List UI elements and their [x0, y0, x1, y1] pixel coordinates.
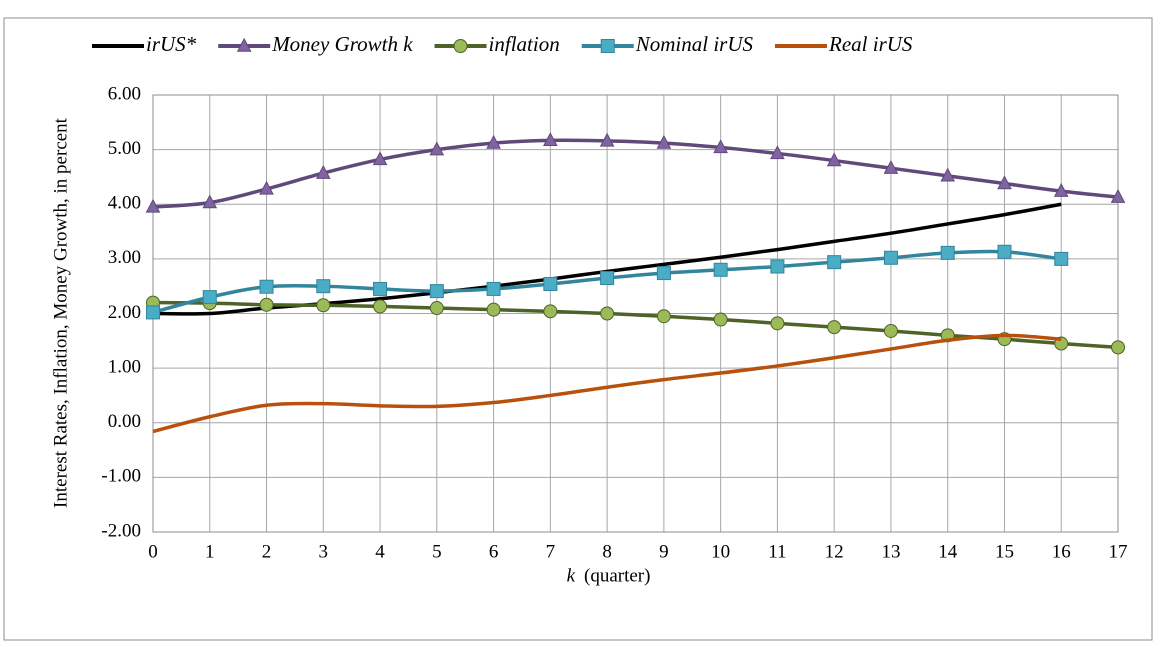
- data-point: [259, 297, 274, 312]
- data-point: [486, 302, 501, 317]
- legend-label: inflation: [489, 32, 560, 56]
- x-tick-label: 7: [546, 541, 556, 562]
- data-point: [770, 145, 785, 160]
- y-tick-label: 5.00: [108, 138, 141, 159]
- data-point: [316, 279, 331, 294]
- data-point: [373, 299, 388, 314]
- x-tick-label: 8: [602, 541, 612, 562]
- x-tick-label: 5: [432, 541, 442, 562]
- x-axis-label: (quarter): [584, 565, 650, 586]
- data-point: [146, 305, 160, 320]
- x-axis-label-var: k: [567, 565, 576, 586]
- data-point: [656, 134, 672, 149]
- data-point: [1054, 251, 1069, 266]
- series-line: [152, 138, 1119, 209]
- data-point: [543, 277, 558, 292]
- x-tick-label: 0: [148, 541, 158, 562]
- data-point: [1110, 188, 1126, 203]
- series-line: [152, 333, 1062, 434]
- series: [152, 333, 1062, 434]
- legend: irUS* Money Growth k inflation Nominal irUS…: [92, 32, 913, 56]
- data-point: [713, 262, 728, 277]
- y-tick-label: 4.00: [108, 193, 141, 214]
- data-point: [940, 245, 955, 260]
- data-point: [486, 134, 501, 149]
- data-point: [770, 316, 785, 331]
- data-point: [599, 132, 615, 147]
- data-point: [883, 323, 898, 338]
- data-point: [600, 270, 615, 285]
- legend-label: irUS*: [146, 32, 197, 56]
- y-tick-label: -1.00: [101, 466, 141, 487]
- data-point: [656, 266, 671, 281]
- series: [145, 132, 1126, 213]
- data-point: [713, 139, 728, 154]
- data-point: [486, 281, 501, 296]
- y-tick-label: 2.00: [108, 302, 141, 323]
- y-tick-label: 3.00: [108, 247, 141, 268]
- data-point: [997, 175, 1012, 190]
- x-tick-label: 15: [995, 541, 1014, 562]
- data-point: [316, 298, 331, 313]
- legend-label: Real irUS: [828, 32, 913, 56]
- y-tick-label: 6.00: [108, 83, 141, 104]
- series: [146, 244, 1069, 320]
- data-point: [1111, 340, 1125, 355]
- series: [146, 295, 1125, 355]
- x-tick-label: 11: [768, 541, 786, 562]
- y-tick-label: 1.00: [108, 356, 141, 377]
- data-point: [600, 306, 615, 321]
- data-point: [826, 152, 842, 167]
- data-point: [429, 301, 444, 316]
- data-point: [997, 244, 1012, 259]
- x-tick-label: 1: [205, 541, 215, 562]
- data-point: [827, 255, 842, 270]
- data-point: [259, 180, 274, 195]
- data-point: [202, 194, 218, 209]
- data-point: [543, 304, 558, 319]
- legend-marker: [600, 39, 615, 53]
- legend-label: Money Growth k: [271, 32, 413, 56]
- data-point: [713, 312, 728, 327]
- data-point: [145, 198, 161, 213]
- data-point: [202, 290, 217, 305]
- legend-marker: [453, 39, 468, 53]
- series-line: [152, 300, 1119, 350]
- y-tick-label: -2.00: [101, 520, 141, 541]
- x-tick-label: 9: [659, 541, 669, 562]
- data-point: [429, 284, 444, 299]
- x-tick-label: 16: [1052, 541, 1071, 562]
- x-tick-label: 17: [1109, 541, 1128, 562]
- data-point: [883, 159, 899, 174]
- y-axis-label: Interest Rates, Inflation, Money Growth,…: [50, 117, 71, 508]
- data-point: [373, 281, 388, 296]
- x-tick-label: 13: [881, 541, 900, 562]
- x-tick-label: 4: [375, 541, 385, 562]
- data-point: [827, 320, 842, 335]
- chart-border: [3, 17, 1153, 641]
- x-tick-label: 12: [825, 541, 844, 562]
- data-point: [1053, 182, 1069, 197]
- data-point: [259, 279, 274, 294]
- x-tick-label: 10: [711, 541, 730, 562]
- data-point: [883, 250, 898, 265]
- x-tick-label: 14: [938, 541, 958, 562]
- x-tick-label: 3: [319, 541, 329, 562]
- y-tick-label: 0.00: [108, 411, 141, 432]
- data-point: [940, 167, 956, 182]
- legend-label: Nominal irUS: [635, 32, 754, 56]
- data-point: [770, 259, 785, 274]
- legend-marker: [236, 37, 252, 52]
- data-point: [543, 132, 558, 147]
- data-point: [315, 164, 331, 179]
- data-point: [429, 141, 445, 156]
- x-tick-label: 6: [489, 541, 499, 562]
- x-tick-label: 2: [262, 541, 272, 562]
- data-point: [656, 309, 671, 324]
- data-point: [372, 151, 388, 166]
